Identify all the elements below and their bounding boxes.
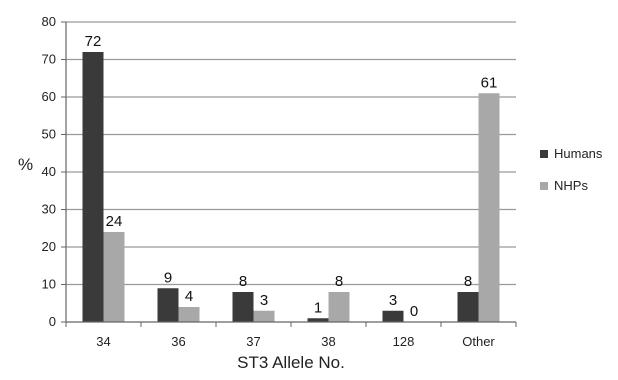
x-tick-label: 37 bbox=[246, 334, 260, 349]
y-tick-label: 40 bbox=[42, 164, 56, 179]
data-label: 61 bbox=[481, 74, 498, 91]
legend: Humans NHPs bbox=[540, 146, 603, 193]
bar-nhps-38 bbox=[328, 292, 350, 322]
y-axis-ticks: 0 10 20 30 40 50 60 70 80 bbox=[42, 14, 66, 329]
y-tick-label: 30 bbox=[42, 202, 56, 217]
data-label: 4 bbox=[185, 288, 193, 305]
y-tick-label: 10 bbox=[42, 277, 56, 292]
data-label: 8 bbox=[335, 273, 343, 290]
data-label: 24 bbox=[106, 213, 123, 230]
data-label: 0 bbox=[410, 303, 418, 320]
bars bbox=[82, 52, 500, 322]
y-tick-label: 20 bbox=[42, 239, 56, 254]
bar-nhps-37 bbox=[253, 310, 275, 322]
bar-nhps-34 bbox=[103, 232, 125, 322]
y-axis-title: % bbox=[18, 155, 33, 174]
data-label: 72 bbox=[85, 33, 102, 50]
legend-label-humans: Humans bbox=[554, 146, 603, 161]
x-tick-label: 36 bbox=[171, 334, 185, 349]
bar-humans-34 bbox=[82, 52, 104, 322]
gridlines bbox=[66, 21, 516, 286]
legend-swatch-humans bbox=[540, 150, 548, 158]
bar-nhps-36 bbox=[178, 307, 200, 322]
data-label: 1 bbox=[314, 299, 322, 316]
x-axis-title: ST3 Allele No. bbox=[237, 353, 345, 372]
y-tick-label: 80 bbox=[42, 14, 56, 29]
bar-nhps-other bbox=[478, 93, 500, 322]
x-tick-label: Other bbox=[462, 334, 495, 349]
bar-humans-other bbox=[457, 292, 479, 322]
y-tick-label: 70 bbox=[42, 52, 56, 67]
legend-label-nhps: NHPs bbox=[554, 178, 588, 193]
bar-humans-128 bbox=[382, 310, 404, 322]
y-tick-label: 60 bbox=[42, 89, 56, 104]
bar-humans-36 bbox=[157, 288, 179, 322]
bar-humans-37 bbox=[232, 292, 254, 322]
x-tick-label: 34 bbox=[96, 334, 110, 349]
x-axis-ticks: 34 36 37 38 128 Other bbox=[65, 322, 517, 349]
data-label: 9 bbox=[164, 269, 172, 286]
data-label: 3 bbox=[389, 292, 397, 309]
bar-humans-38 bbox=[307, 318, 329, 322]
x-tick-label: 38 bbox=[321, 334, 335, 349]
y-tick-label: 0 bbox=[49, 314, 56, 329]
data-label: 8 bbox=[464, 273, 472, 290]
data-label: 3 bbox=[260, 292, 268, 309]
y-tick-label: 50 bbox=[42, 127, 56, 142]
x-tick-label: 128 bbox=[393, 334, 415, 349]
legend-swatch-nhps bbox=[540, 182, 548, 190]
data-label: 8 bbox=[239, 273, 247, 290]
